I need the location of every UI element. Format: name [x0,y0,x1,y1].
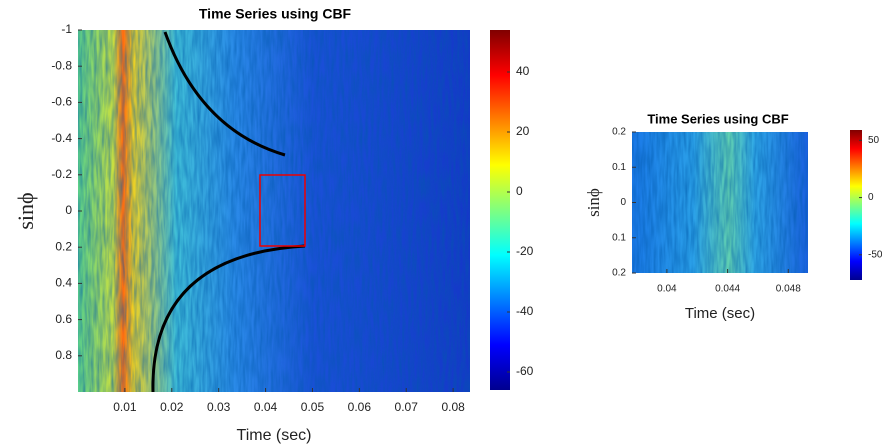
colorbar-tick-label: -60 [516,364,534,378]
heatmap-texture [632,132,808,273]
colorbar-tick-label: -20 [516,244,534,258]
y-axis-label: sinϕ [584,188,603,217]
x-tick-label: 0.03 [207,400,231,414]
y-tick-label: 0.2 [55,239,72,253]
x-tick-label: 0.06 [348,400,372,414]
y-tick-label: -0.4 [51,131,72,145]
colorbar [490,30,510,390]
chart-title: Time Series using CBF [647,111,788,126]
x-tick-label: 0.04 [657,284,677,295]
x-tick-label: 0.044 [715,284,740,295]
colorbar-tick-label: 0 [868,192,874,203]
y-tick-label: -0.8 [51,58,72,72]
y-tick-label: 0.1 [612,162,626,173]
y-tick-label: 0 [65,203,72,217]
y-tick-label: 0.8 [55,348,72,362]
x-tick-label: 0.07 [395,400,419,414]
x-axis-label: Time (sec) [237,427,312,444]
y-tick-label: 0.2 [612,268,626,279]
curve [163,31,286,157]
y-tick-label: 0.4 [55,276,72,290]
annotations [151,31,306,393]
colorbar [850,130,862,280]
y-tick-label: 0.2 [612,127,626,138]
colorbar-tick-label: 50 [868,135,880,146]
x-tick-label: 0.04 [254,400,278,414]
chart-title: Time Series using CBF [199,6,352,22]
x-tick-label: 0.08 [441,400,465,414]
x-tick-label: 0.048 [776,284,801,295]
curve [151,244,306,393]
y-axis-label: sinϕ [13,192,38,229]
y-tick-label: -0.2 [51,167,72,181]
y-tick-label: 0 [620,197,626,208]
colorbar-tick-label: 20 [516,124,530,138]
y-tick-label: -0.6 [51,95,72,109]
x-tick-label: 0.01 [113,400,137,414]
y-tick-label: 0.1 [612,232,626,243]
x-tick-label: 0.02 [160,400,184,414]
y-tick-label: 0.6 [55,312,72,326]
x-tick-label: 0.05 [301,400,325,414]
highlight-box [259,174,306,247]
colorbar-tick-label: -50 [868,249,883,260]
colorbar-tick-label: 0 [516,184,523,198]
heatmap-texture [78,30,470,392]
colorbar-tick-label: 40 [516,64,530,78]
colorbar-tick-label: -40 [516,304,534,318]
x-axis-label: Time (sec) [685,305,755,322]
y-tick-label: -1 [61,22,72,36]
